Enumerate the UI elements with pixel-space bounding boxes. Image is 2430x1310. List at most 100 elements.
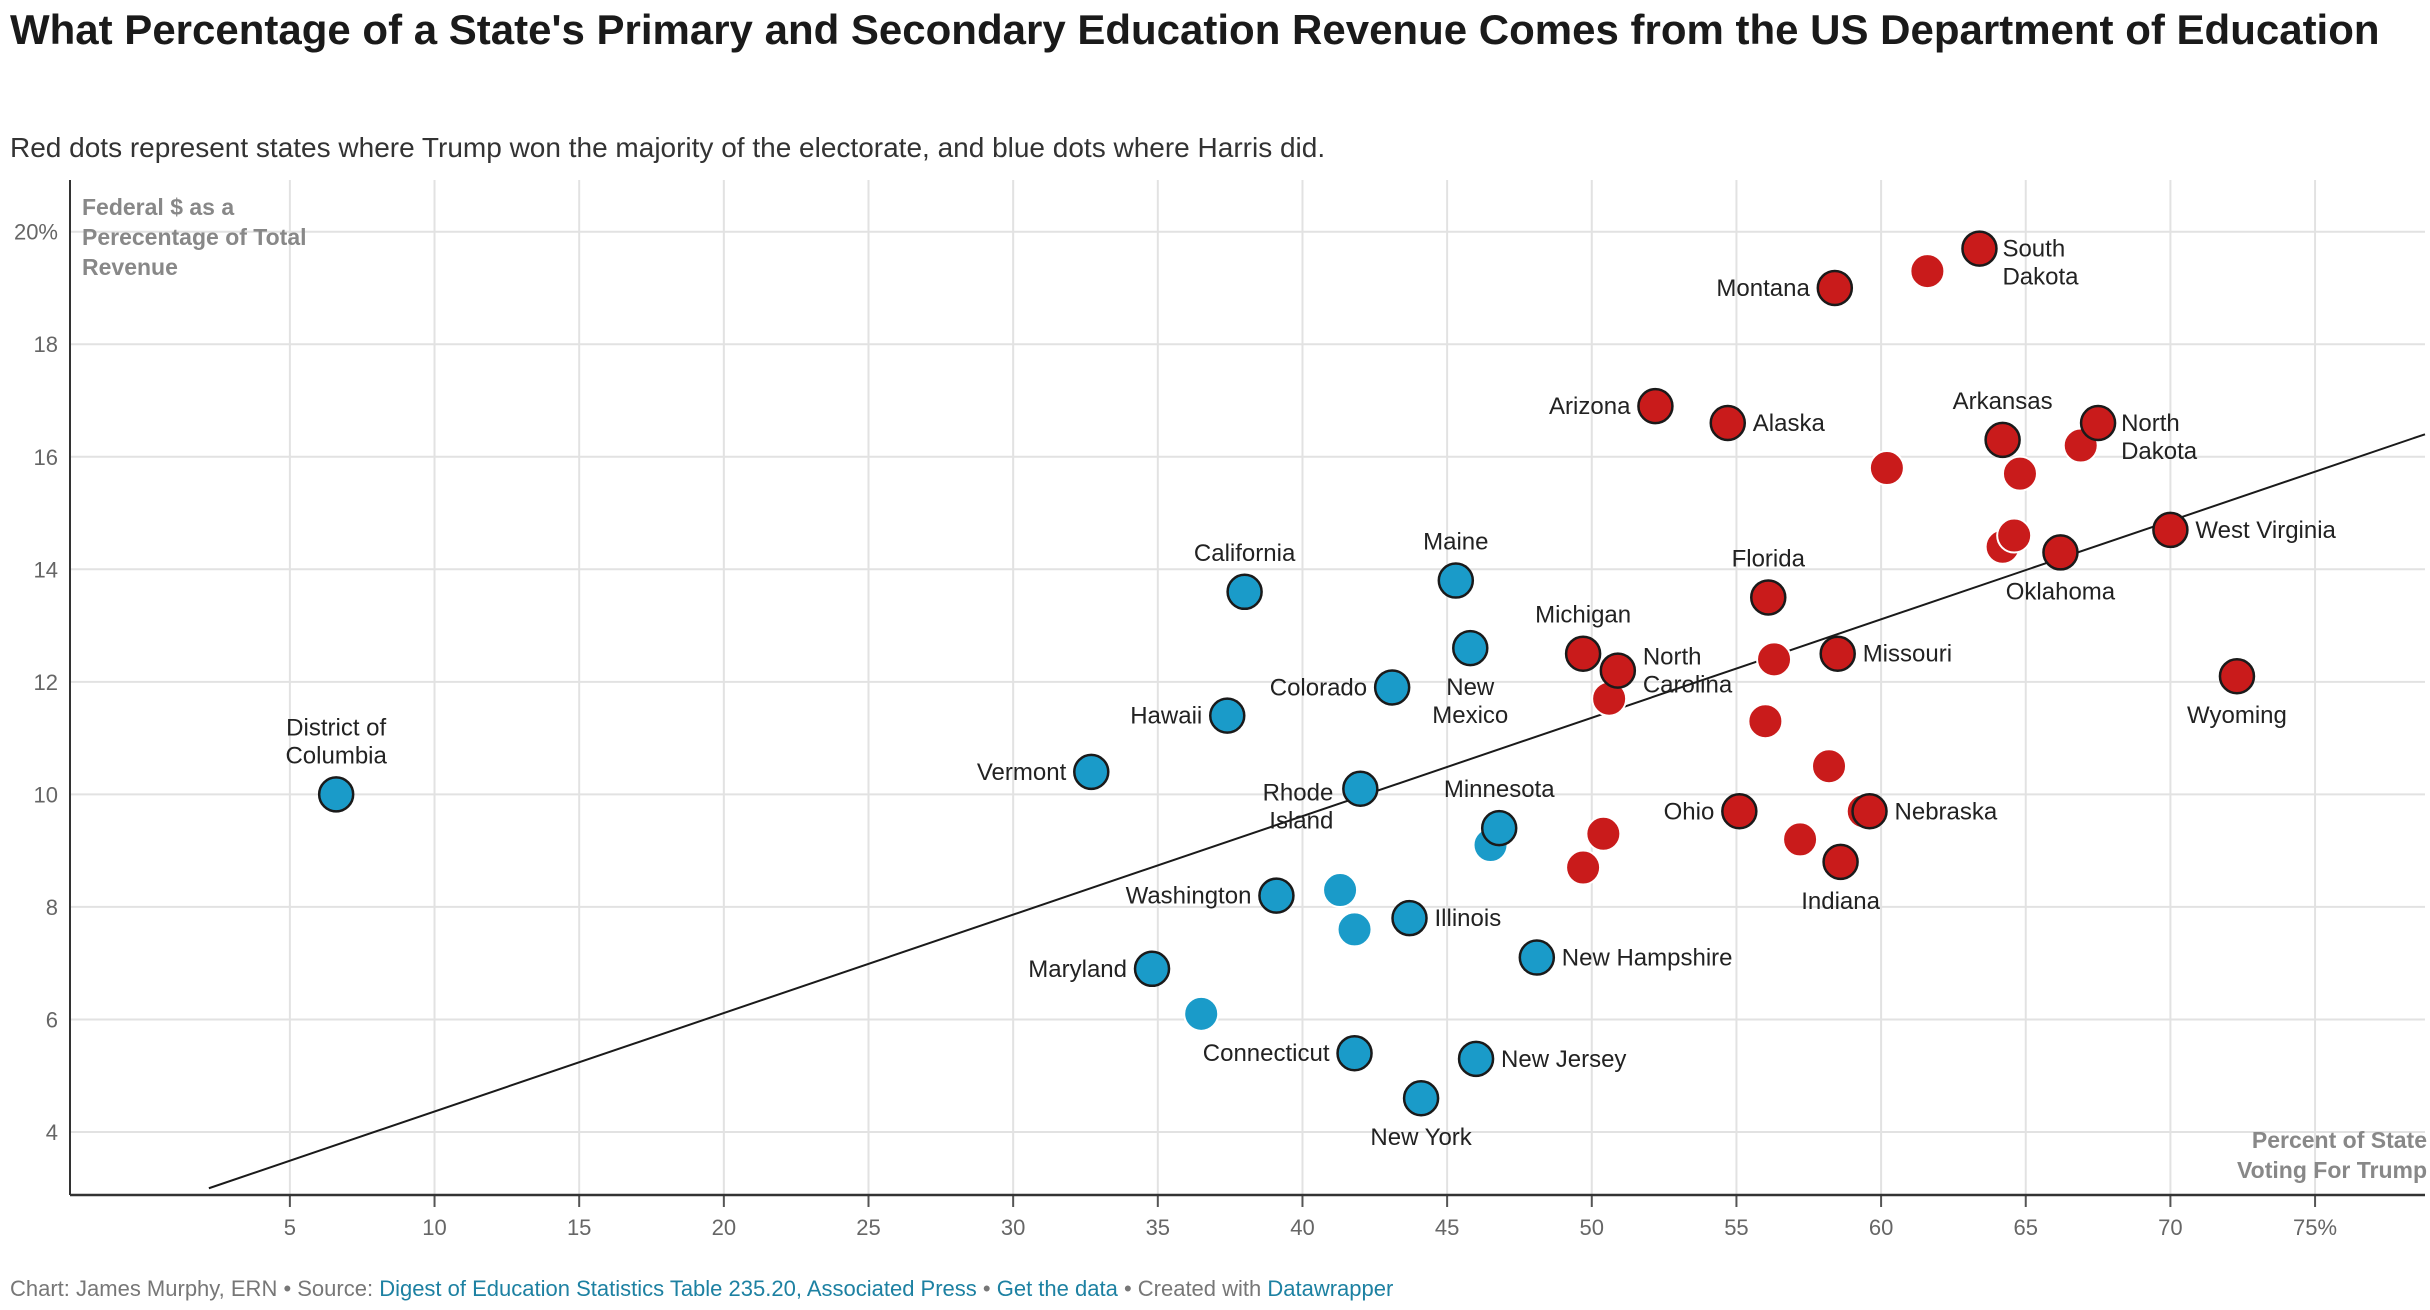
point-label: Dakota — [2121, 438, 2198, 465]
x-tick-label: 10 — [422, 1215, 446, 1240]
trump-state-dot — [1782, 821, 1819, 858]
point-label: Wyoming — [2187, 702, 2287, 729]
point-label: North — [1643, 644, 1702, 671]
trump-state-dot — [1909, 253, 1946, 290]
harris-state-dot — [1226, 573, 1263, 611]
trump-state-dot — [1565, 849, 1602, 886]
trump-state-dot — [1961, 230, 1998, 267]
footer-separator: • — [976, 1276, 997, 1301]
trump-state-dot — [1819, 635, 1856, 672]
point-label: North — [2121, 410, 2180, 437]
point-label: Columbia — [285, 742, 387, 769]
trump-state-dot — [1816, 269, 1854, 307]
source-link[interactable]: Digest of Education Statistics Table 235… — [379, 1276, 977, 1301]
point-label: Vermont — [977, 759, 1067, 786]
harris-state-dot — [1133, 950, 1171, 988]
point-label: Illinois — [1435, 905, 1502, 932]
x-tick-label: 15 — [567, 1215, 591, 1240]
point-label: Missouri — [1863, 641, 1952, 668]
point-label: Colorado — [1270, 674, 1367, 701]
y-tick-label: 14 — [34, 557, 58, 582]
harris-state-dot — [1518, 939, 1556, 976]
point-label: Alaska — [1753, 410, 1826, 437]
trump-state-dot — [1709, 404, 1747, 442]
chart-subtitle: Red dots represent states where Trump wo… — [10, 132, 1326, 163]
trump-state-dot — [1721, 793, 1758, 830]
chart-footer: Chart: James Murphy, ERN • Source: Diges… — [10, 1276, 1393, 1302]
trump-state-dot — [1868, 450, 1905, 487]
y-tick-label: 20% — [14, 220, 58, 245]
x-tick-label: 70 — [2158, 1215, 2182, 1240]
harris-state-dot — [1342, 770, 1379, 807]
harris-state-dot — [1452, 629, 1489, 667]
get-data-link[interactable]: Get the data — [996, 1276, 1118, 1301]
trump-state-dot — [1585, 815, 1622, 852]
y-axis-title: Federal $ as a — [82, 194, 234, 220]
trump-state-dot — [1599, 652, 1637, 689]
point-label: Minnesota — [1444, 776, 1555, 803]
y-axis-title: Perecentage of Total — [82, 224, 307, 250]
trump-state-dot — [1637, 387, 1674, 425]
point-label: Maryland — [1028, 956, 1127, 983]
x-tick-label: 60 — [1869, 1215, 1893, 1240]
chart-title: What Percentage of a State's Primary and… — [10, 6, 2380, 53]
point-label: Hawaii — [1130, 703, 1202, 730]
harris-state-dot — [1457, 1040, 1495, 1078]
point-label: Carolina — [1643, 672, 1733, 699]
trump-state-dot — [1851, 793, 1888, 830]
y-tick-label: 18 — [34, 332, 58, 357]
y-tick-label: 16 — [34, 445, 58, 470]
point-label: West Virginia — [2195, 517, 2336, 544]
harris-state-dot — [1322, 872, 1359, 909]
point-label: District of — [286, 714, 386, 741]
grid-lines — [70, 180, 2425, 1195]
point-label: California — [1194, 540, 1296, 567]
trump-state-dot — [2001, 455, 2038, 492]
harris-state-dot — [1437, 562, 1475, 599]
x-tick-label: 20 — [712, 1215, 736, 1240]
point-label: Washington — [1126, 883, 1252, 910]
harris-state-dot — [1336, 1034, 1373, 1072]
trump-state-dot — [1564, 635, 1602, 672]
trump-state-dot — [1756, 641, 1793, 678]
point-label: South — [2002, 236, 2065, 263]
data-points — [317, 230, 2256, 1117]
harris-state-dot — [1336, 911, 1373, 948]
point-label: New Jersey — [1501, 1046, 1626, 1073]
point-label: Nebraska — [1895, 798, 1998, 825]
x-axis-title: Percent of State — [2252, 1127, 2427, 1153]
trump-state-dot — [1747, 703, 1784, 740]
point-label: Connecticut — [1203, 1040, 1330, 1067]
harris-state-dot — [1183, 995, 1220, 1032]
point-label: Island — [1269, 808, 1333, 835]
point-label: Indiana — [1801, 888, 1880, 915]
point-label: New Hampshire — [1562, 945, 1733, 972]
y-axis-title: Revenue — [82, 254, 178, 280]
x-tick-label: 75% — [2293, 1215, 2337, 1240]
trump-state-dot — [1811, 748, 1848, 785]
point-label: Maine — [1423, 529, 1488, 556]
y-tick-label: 10 — [34, 782, 58, 807]
trump-state-dot — [2152, 511, 2189, 549]
x-tick-label: 30 — [1001, 1215, 1025, 1240]
y-tick-label: 12 — [34, 670, 58, 695]
harris-state-dot — [1373, 669, 1411, 706]
point-label: Arkansas — [1953, 388, 2053, 415]
axes: 5 10 15 20 25 30 35 40 45 50 55 60 65 70 75% 4 6 8 10 12 14 1… — [14, 180, 2427, 1240]
x-tick-label: 55 — [1724, 1215, 1748, 1240]
footer-credit: Chart: James Murphy, ERN • Source: — [10, 1276, 380, 1301]
x-tick-label: 40 — [1290, 1215, 1314, 1240]
x-tick-label: 35 — [1146, 1215, 1170, 1240]
point-label: Dakota — [2002, 264, 2079, 291]
trump-state-dot — [2079, 404, 2117, 442]
harris-state-dot — [1073, 753, 1110, 791]
y-tick-label: 8 — [46, 895, 58, 920]
trump-state-dot — [1750, 579, 1787, 616]
x-tick-label: 25 — [856, 1215, 880, 1240]
x-axis-title: Voting For Trump — [2237, 1157, 2427, 1183]
harris-state-dot — [1208, 697, 1246, 734]
datawrapper-link[interactable]: Datawrapper — [1267, 1276, 1394, 1301]
x-tick-label: 65 — [2014, 1215, 2038, 1240]
x-tick-label: 45 — [1435, 1215, 1459, 1240]
